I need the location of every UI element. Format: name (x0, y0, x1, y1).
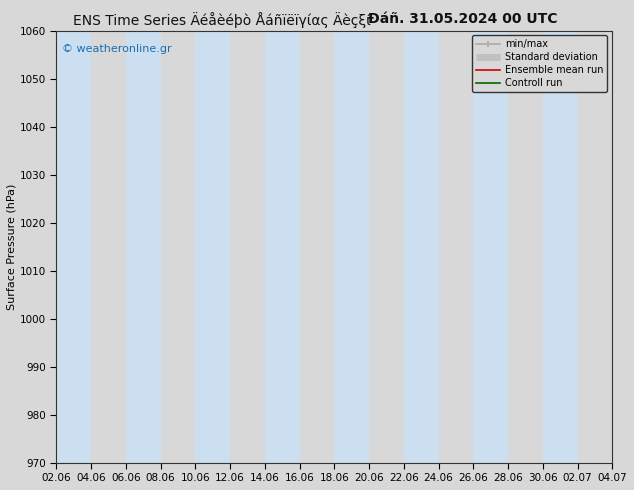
Bar (265, 30, 300, 463)
Text: ENS Time Series Äéåèéþò Åáñïëïγίας Äèçξί: ENS Time Series Äéåèéþò Åáñïëïγίας Äèçξί (73, 12, 371, 28)
Text: Ðáñ. 31.05.2024 00 UTC: Ðáñ. 31.05.2024 00 UTC (368, 12, 557, 26)
Text: © weatheronline.gr: © weatheronline.gr (62, 44, 172, 53)
Bar (56, 30, 91, 463)
Bar (404, 30, 439, 463)
Bar (126, 30, 160, 463)
Y-axis label: Surface Pressure (hPa): Surface Pressure (hPa) (7, 183, 17, 310)
Bar (473, 30, 508, 463)
Bar (334, 30, 369, 463)
Legend: min/max, Standard deviation, Ensemble mean run, Controll run: min/max, Standard deviation, Ensemble me… (472, 35, 607, 92)
Bar (543, 30, 578, 463)
Bar (195, 30, 230, 463)
